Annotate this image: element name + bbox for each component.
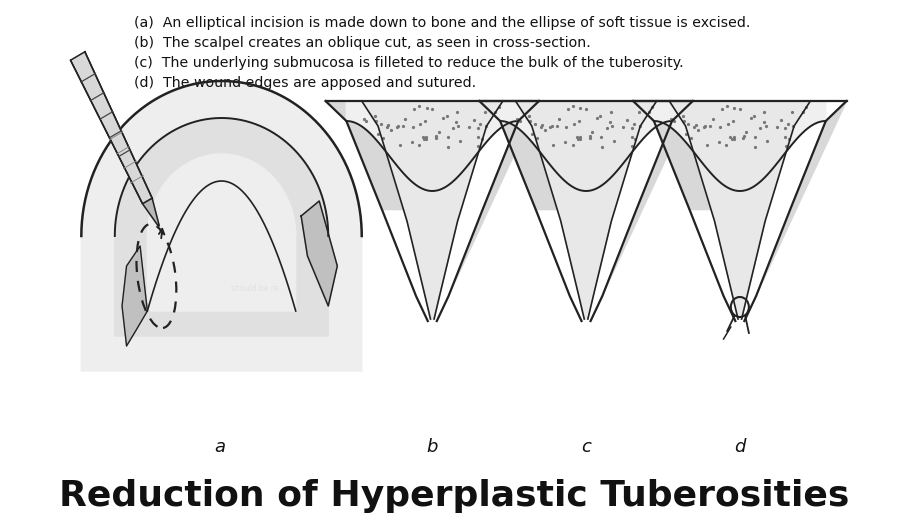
Polygon shape xyxy=(432,101,539,321)
Polygon shape xyxy=(537,211,636,321)
Text: d: d xyxy=(735,438,745,456)
Polygon shape xyxy=(147,154,296,311)
Polygon shape xyxy=(326,101,432,321)
Polygon shape xyxy=(71,52,153,204)
Polygon shape xyxy=(586,101,693,321)
Text: (c)  The underlying submucosa is filleted to reduce the bulk of the tuberosity.: (c) The underlying submucosa is filleted… xyxy=(133,56,684,70)
Text: a: a xyxy=(214,438,225,456)
Text: b: b xyxy=(427,438,438,456)
Polygon shape xyxy=(122,246,147,346)
Polygon shape xyxy=(82,81,361,371)
Polygon shape xyxy=(516,101,656,319)
Text: (a)  An elliptical incision is made down to bone and the ellipse of soft tissue : (a) An elliptical incision is made down … xyxy=(133,16,750,30)
Polygon shape xyxy=(669,101,810,319)
Polygon shape xyxy=(654,101,825,191)
Polygon shape xyxy=(500,101,672,191)
Polygon shape xyxy=(479,101,586,321)
Polygon shape xyxy=(740,101,846,321)
Text: (b)  The scalpel creates an oblique cut, as seen in cross-section.: (b) The scalpel creates an oblique cut, … xyxy=(133,36,590,50)
Polygon shape xyxy=(346,101,518,191)
Polygon shape xyxy=(382,211,482,321)
Polygon shape xyxy=(114,118,329,336)
Text: Reduction of Hyperplastic Tuberosities: Reduction of Hyperplastic Tuberosities xyxy=(59,479,849,513)
Polygon shape xyxy=(301,201,337,306)
Polygon shape xyxy=(361,101,503,319)
Polygon shape xyxy=(690,211,790,321)
Text: should be re...: should be re... xyxy=(231,284,285,293)
Polygon shape xyxy=(143,198,159,226)
Text: (d)  The wound edges are apposed and sutured.: (d) The wound edges are apposed and sutu… xyxy=(133,76,476,90)
Polygon shape xyxy=(633,101,740,321)
Text: c: c xyxy=(581,438,591,456)
